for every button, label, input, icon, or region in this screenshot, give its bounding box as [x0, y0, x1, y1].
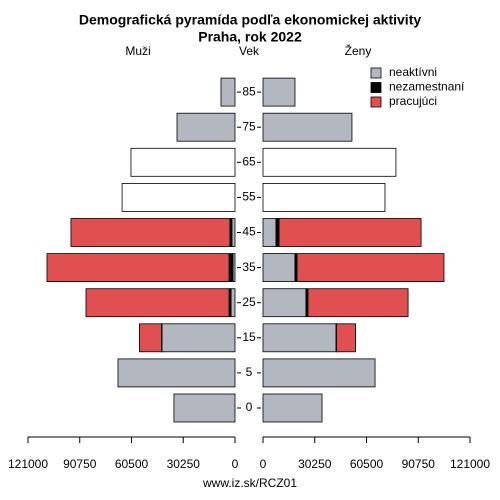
footer: www.iz.sk/RCZ01: [202, 476, 297, 490]
bar-male: [70, 218, 231, 247]
bar-male: [161, 323, 236, 353]
bar-female: [336, 323, 356, 353]
x-tick-label: 30250: [167, 457, 201, 471]
left-label: Muži: [125, 44, 150, 58]
age-label: 85: [242, 84, 256, 98]
bar-male: [85, 288, 230, 318]
bar-female: [262, 182, 386, 212]
bar-female: [262, 323, 337, 353]
legend-swatch: [370, 96, 382, 108]
x-tick-label: 90750: [402, 457, 436, 471]
bar-female: [275, 218, 280, 247]
bar-female: [262, 253, 296, 283]
bar-male: [220, 77, 236, 107]
age-label: 75: [242, 119, 256, 133]
bar-male: [138, 323, 162, 353]
bar-male: [121, 182, 236, 212]
x-tick-label: 121000: [450, 457, 490, 471]
bar-male: [231, 218, 236, 247]
bar-male: [173, 393, 236, 423]
x-tick-label: 90750: [63, 457, 97, 471]
age-label: 15: [242, 330, 256, 344]
x-tick-label: 0: [232, 457, 239, 471]
bar-male: [230, 288, 236, 318]
bar-female: [262, 288, 307, 318]
bar-male: [46, 253, 230, 283]
legend-label: neaktívni: [389, 65, 437, 79]
legend-swatch: [370, 82, 382, 93]
bar-female: [307, 288, 409, 318]
x-tick-label: 121000: [8, 457, 48, 471]
age-label: 45: [242, 225, 256, 239]
chart-subtitle: Praha, rok 2022: [198, 29, 302, 45]
bar-female: [296, 253, 445, 283]
chart-title: Demografická pyramída podľa ekonomickej …: [79, 12, 422, 28]
legend-label: nezamestnaní: [389, 80, 465, 94]
bar-female: [278, 218, 422, 247]
bar-male: [176, 112, 236, 142]
legend-swatch: [370, 67, 382, 79]
bar-male: [228, 253, 234, 283]
bar-male: [117, 358, 236, 388]
bar-male: [130, 147, 236, 177]
age-label: 25: [242, 295, 256, 309]
bar-female: [262, 358, 376, 388]
bar-female: [262, 393, 323, 423]
age-label: 55: [242, 190, 256, 204]
age-label: 65: [242, 154, 256, 168]
x-tick-label: 0: [260, 457, 267, 471]
center-label: Vek: [239, 44, 260, 58]
bar-female: [262, 112, 353, 142]
age-label: 0: [246, 400, 253, 414]
bar-female: [262, 77, 296, 107]
age-label: 35: [242, 260, 256, 274]
bar-female: [262, 218, 277, 247]
bar-female: [262, 147, 397, 177]
x-tick-label: 60500: [350, 457, 384, 471]
legend-label: pracujúci: [389, 94, 437, 108]
age-label: 5: [246, 365, 253, 379]
x-tick-label: 30250: [298, 457, 332, 471]
x-tick-label: 60500: [115, 457, 149, 471]
right-label: Ženy: [345, 43, 372, 58]
